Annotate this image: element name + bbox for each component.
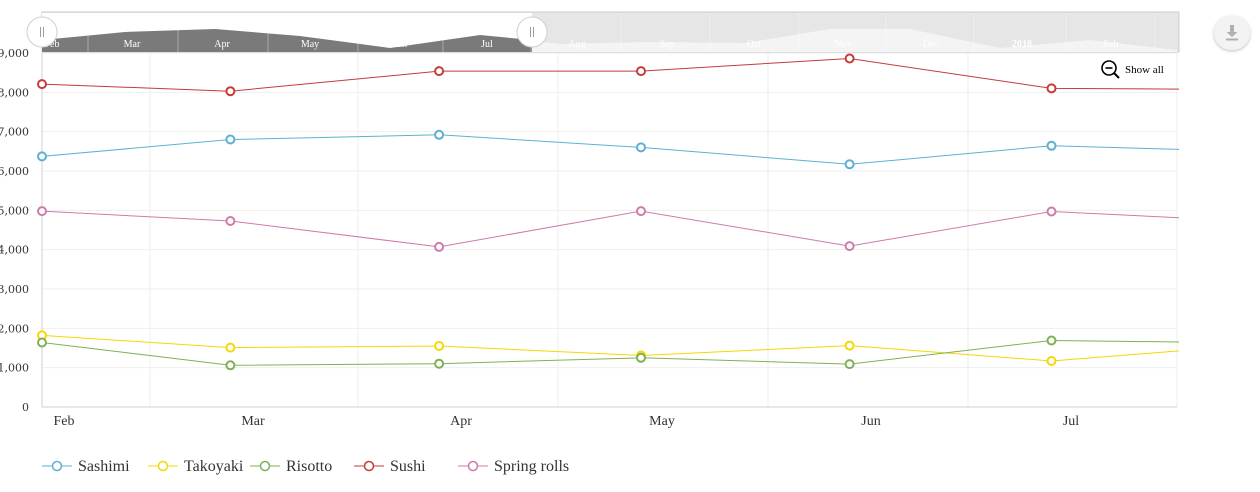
legend-marker <box>363 460 375 472</box>
y-tick-label: 0 <box>22 401 29 414</box>
data-point[interactable] <box>434 241 445 252</box>
series-line <box>41 57 1179 92</box>
series-layer <box>37 53 1179 371</box>
series-risotto <box>37 335 1179 371</box>
data-point[interactable] <box>844 241 855 252</box>
navigator-label: Apr <box>214 39 230 50</box>
data-point[interactable] <box>1046 335 1057 346</box>
legend-label: Sushi <box>390 458 426 475</box>
legend-item[interactable]: Takoyaki <box>148 458 244 475</box>
data-point[interactable] <box>1046 140 1057 151</box>
navigator-label: Dec <box>923 39 940 50</box>
navigator-label: Jul <box>481 39 493 50</box>
legend-marker <box>157 460 169 472</box>
navigator-handle-left[interactable] <box>26 16 58 48</box>
data-point[interactable] <box>434 358 445 369</box>
y-tick-label: 4,000 <box>0 244 29 257</box>
x-tick-label: May <box>649 414 675 429</box>
navigator-label: 2018 <box>1012 39 1032 50</box>
navigator-label: Feb <box>45 39 60 50</box>
data-point[interactable] <box>1046 83 1057 94</box>
x-axis: Feb Mar Apr May Jun Jul <box>54 414 1080 429</box>
legend-marker <box>467 460 479 472</box>
series-takoyaki <box>37 330 1179 366</box>
x-tick-label: Mar <box>241 414 265 429</box>
legend-label: Spring rolls <box>494 458 569 475</box>
show-all-label: Show all <box>1125 64 1164 76</box>
data-point[interactable] <box>636 352 646 363</box>
legend-label: Risotto <box>286 458 332 475</box>
navigator-label: Jun <box>393 39 407 50</box>
series-sushi <box>37 53 1179 97</box>
data-point[interactable] <box>1046 356 1057 366</box>
x-tick-label: Apr <box>450 414 472 429</box>
download-button[interactable] <box>1214 16 1250 50</box>
y-tick-label: 3,000 <box>0 283 29 296</box>
navigator-label: Sep <box>660 39 675 50</box>
legend-item[interactable]: Sashimi <box>42 458 130 475</box>
data-point[interactable] <box>225 216 236 226</box>
data-point[interactable] <box>225 134 236 145</box>
y-axis: 0 1,000 2,000 3,000 4,000 5,000 6,000 7,000 8,00… <box>0 47 29 414</box>
download-icon <box>1226 25 1238 41</box>
y-tick-label: 8,000 <box>0 86 29 99</box>
data-point[interactable] <box>434 129 445 140</box>
data-point[interactable] <box>37 206 47 217</box>
legend-item[interactable]: Sushi <box>354 458 426 475</box>
x-tick-label: Feb <box>54 414 75 429</box>
grid <box>41 52 1178 408</box>
navigator-label: May <box>301 39 319 50</box>
y-tick-label: 6,000 <box>0 165 29 178</box>
y-tick-label: 7,000 <box>0 126 29 139</box>
data-point[interactable] <box>434 341 445 351</box>
data-point[interactable] <box>37 151 47 162</box>
legend-label: Takoyaki <box>184 458 244 475</box>
navigator-label: Feb <box>1104 39 1119 50</box>
series-line <box>41 134 1179 165</box>
data-point[interactable] <box>225 342 236 353</box>
series-spring-rolls <box>37 206 1179 252</box>
data-point[interactable] <box>225 86 236 97</box>
y-tick-label: 1,000 <box>0 362 29 375</box>
data-point[interactable] <box>844 53 855 64</box>
navigator-label: Nov <box>834 39 851 50</box>
zoom-out-icon <box>1101 60 1120 79</box>
data-point[interactable] <box>636 66 646 77</box>
y-tick-label: 5,000 <box>0 204 29 217</box>
data-point[interactable] <box>37 337 47 348</box>
data-point[interactable] <box>636 206 646 217</box>
show-all-button[interactable]: Show all <box>1101 60 1164 79</box>
data-point[interactable] <box>844 359 855 370</box>
legend-item[interactable]: Risotto <box>250 458 332 475</box>
series-line <box>41 339 1179 366</box>
data-point[interactable] <box>844 159 855 170</box>
y-tick-label: 9,000 <box>0 47 29 60</box>
legend-marker <box>51 460 63 472</box>
data-point[interactable] <box>636 142 646 153</box>
navigator-handles[interactable] <box>26 16 548 48</box>
x-tick-label: Jul <box>1063 414 1079 429</box>
data-point[interactable] <box>37 79 47 90</box>
navigator-label: Oct <box>747 39 762 50</box>
series-line <box>41 210 1179 248</box>
legend-label: Sashimi <box>78 458 130 475</box>
navigator-selected-area <box>42 29 532 52</box>
legend-item[interactable]: Spring rolls <box>458 458 569 475</box>
legend-marker <box>259 460 271 472</box>
series-line <box>41 334 1179 362</box>
navigator-label: Mar <box>124 39 141 50</box>
navigator-label: Aug <box>568 39 585 50</box>
data-point[interactable] <box>1046 206 1057 217</box>
data-point[interactable] <box>844 340 855 351</box>
legend[interactable]: Sashimi Takoyaki Risotto Sushi Spring rolls <box>42 458 569 475</box>
data-point[interactable] <box>225 360 236 371</box>
series-sashimi <box>37 129 1179 170</box>
y-tick-label: 2,000 <box>0 322 29 335</box>
navigator[interactable]: Feb Mar Apr May Jun Jul Aug Sep Oct Nov Dec 2018 Feb <box>41 11 1180 53</box>
data-point[interactable] <box>434 66 445 77</box>
navigator-handle-right[interactable] <box>516 16 548 48</box>
x-tick-label: Jun <box>861 414 880 429</box>
